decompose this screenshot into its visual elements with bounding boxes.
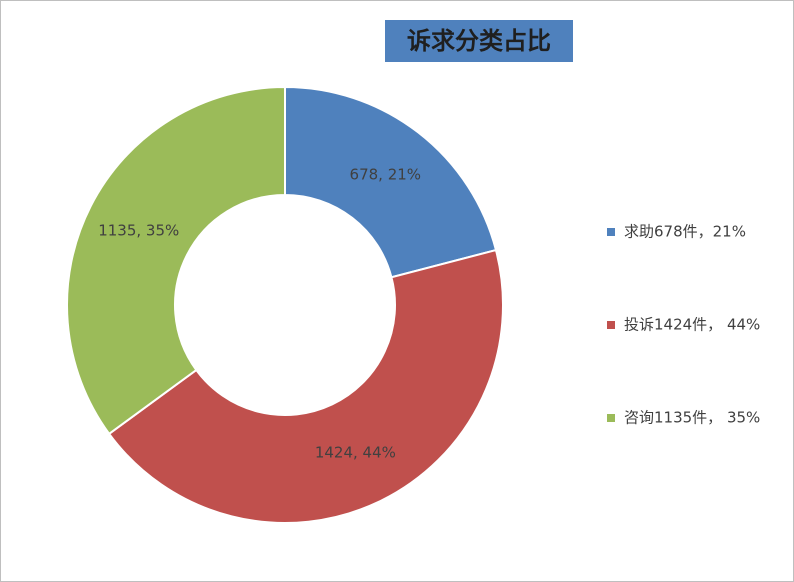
donut-segment [66, 85, 286, 436]
donut-segment [107, 248, 504, 524]
legend-label: 投诉1424件， 44% [624, 316, 760, 334]
legend-swatch [607, 228, 615, 236]
data-label: 1135, 35% [98, 221, 179, 239]
chart-title: 诉求分类占比 [407, 27, 551, 55]
legend-label: 求助678件，21% [624, 223, 746, 241]
legend-swatch [607, 414, 615, 422]
donut-segment [284, 85, 498, 279]
title-background [385, 20, 573, 62]
legend-label: 咨询1135件， 35% [624, 409, 760, 427]
data-label: 1424, 44% [315, 444, 396, 462]
data-label: 678, 21% [350, 166, 422, 184]
legend-swatch [607, 321, 615, 329]
